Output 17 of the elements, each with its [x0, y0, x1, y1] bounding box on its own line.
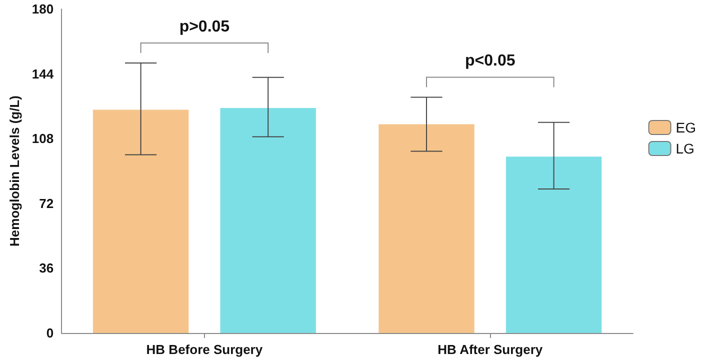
y-tick-label: 36	[39, 260, 54, 276]
annotation: p<0.05	[465, 52, 516, 70]
bar	[220, 108, 316, 333]
y-tick-label: 108	[32, 131, 54, 146]
bar	[378, 124, 474, 333]
y-tick-label: 180	[32, 2, 54, 16]
x-tick-label: HB Before Surgery	[146, 342, 264, 357]
y-tick-label: 144	[32, 66, 54, 82]
y-tick-label: 72	[39, 196, 54, 211]
legend-label: LG	[676, 140, 694, 156]
bar	[506, 156, 602, 333]
x-tick-label: HB After Surgery	[438, 342, 544, 357]
y-axis-title: Hemoglobin Levels (g/L)	[7, 96, 22, 246]
legend-label: EG	[676, 120, 696, 136]
bar	[92, 110, 189, 333]
annotation: p>0.05	[179, 18, 230, 36]
y-tick-label: 0	[46, 326, 54, 340]
